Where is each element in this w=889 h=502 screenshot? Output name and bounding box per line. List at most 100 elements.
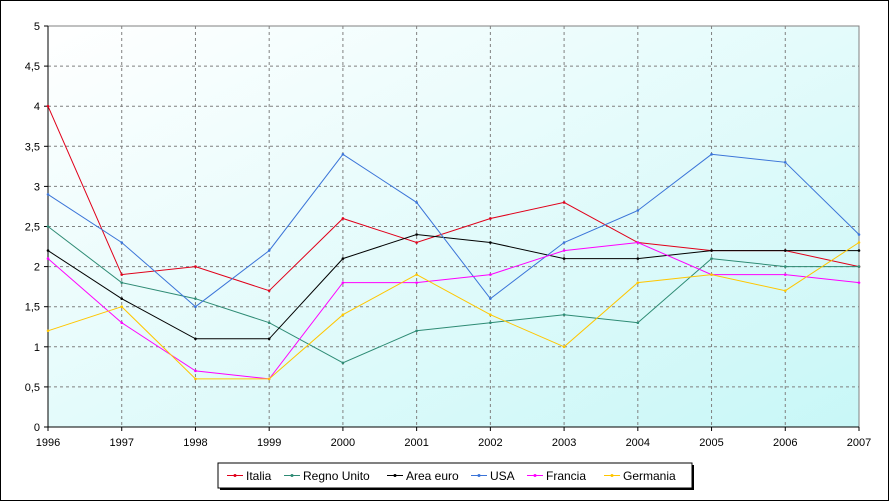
legend-label-regno-unito: Regno Unito: [303, 469, 370, 483]
data-point-germania: [857, 241, 861, 244]
legend-marker-germania: [610, 474, 614, 477]
legend-label-germania: Germania: [623, 469, 676, 483]
legend: Italia Regno Unito Area euro USA Francia Germ…: [217, 462, 694, 490]
y-tick-label: 2: [34, 262, 40, 274]
data-point-germania: [710, 273, 713, 276]
series-line-germania: [47, 242, 860, 380]
x-tick-label: 2000: [331, 437, 355, 449]
data-point-italia: [267, 289, 271, 292]
data-point-usa: [562, 241, 566, 244]
data-point-germania: [562, 345, 566, 349]
data-point-italia: [489, 217, 492, 220]
legend-label-area-euro: Area euro: [406, 469, 459, 483]
y-tick-label: 1,5: [25, 302, 40, 314]
x-tick-label: 1998: [183, 437, 207, 449]
y-tick-label: 3,5: [25, 141, 40, 153]
legend-label-usa: USA: [490, 469, 515, 483]
data-point-area-euro: [46, 249, 50, 252]
grid-lines: [48, 26, 859, 427]
data-point-area-euro: [489, 241, 492, 244]
data-point-area-euro: [710, 249, 713, 252]
data-point-germania: [341, 313, 345, 317]
data-point-italia: [562, 201, 566, 204]
data-point-regno-unito: [489, 321, 492, 325]
data-point-regno-unito: [562, 313, 566, 317]
x-tick-label: 1999: [257, 437, 281, 449]
data-point-germania: [783, 289, 787, 292]
legend-marker-italia: [233, 474, 237, 477]
data-point-regno-unito: [415, 329, 418, 333]
data-point-regno-unito: [341, 361, 345, 365]
data-point-regno-unito: [783, 265, 787, 268]
data-point-francia: [120, 321, 124, 325]
data-point-francia: [341, 281, 345, 284]
data-point-area-euro: [267, 337, 271, 341]
plot-area: [47, 25, 860, 428]
data-point-regno-unito: [710, 257, 713, 260]
y-tick-label: 0: [34, 422, 40, 434]
data-point-usa: [341, 153, 345, 156]
data-point-usa: [636, 209, 640, 212]
data-point-germania: [194, 377, 197, 381]
legend-marker-area-euro: [393, 474, 397, 477]
y-tick-label: 4: [34, 101, 40, 113]
series-lines: [46, 104, 861, 381]
data-point-germania: [120, 305, 124, 309]
data-point-regno-unito: [120, 281, 124, 284]
data-point-area-euro: [857, 249, 861, 252]
data-point-usa: [710, 153, 713, 156]
data-point-germania: [489, 313, 492, 317]
legend-label-italia: Italia: [246, 469, 272, 483]
data-point-francia: [415, 281, 418, 284]
data-point-usa: [489, 297, 492, 300]
x-tick-label: 2004: [626, 437, 650, 449]
legend-label-francia: Francia: [546, 469, 586, 483]
data-point-usa: [194, 305, 197, 309]
data-point-usa: [857, 233, 861, 236]
data-point-area-euro: [636, 257, 640, 260]
y-tick-label: 4,5: [25, 61, 40, 73]
x-tick-label: 2006: [773, 437, 797, 449]
data-point-francia: [194, 369, 197, 373]
legend-marker-regno-unito: [290, 474, 294, 477]
x-tick-label: 2001: [404, 437, 428, 449]
x-tick-label: 1997: [109, 437, 133, 449]
data-point-usa: [267, 249, 271, 252]
data-point-area-euro: [120, 297, 124, 300]
data-point-italia: [120, 273, 124, 276]
data-point-francia: [562, 249, 566, 252]
data-point-area-euro: [194, 337, 197, 341]
series-line-usa: [47, 153, 860, 308]
legend-marker-usa: [477, 474, 481, 477]
data-point-regno-unito: [636, 321, 640, 325]
x-tick-label: 1996: [36, 437, 60, 449]
data-point-francia: [636, 241, 640, 244]
x-tick-label: 2007: [847, 437, 871, 449]
x-tick-label: 2005: [699, 437, 723, 449]
y-tick-label: 1: [34, 342, 40, 354]
data-point-usa: [415, 201, 418, 204]
data-point-italia: [46, 104, 50, 108]
data-point-regno-unito: [857, 265, 861, 268]
data-point-germania: [636, 281, 640, 284]
data-point-italia: [194, 265, 197, 268]
series-line-francia: [47, 241, 860, 380]
data-point-area-euro: [783, 249, 787, 252]
data-point-italia: [415, 241, 418, 244]
data-point-italia: [341, 217, 345, 220]
x-tick-label: 2003: [552, 437, 576, 449]
y-tick-label: 0,5: [25, 382, 40, 394]
data-point-area-euro: [415, 233, 418, 236]
data-point-francia: [857, 281, 861, 284]
data-point-germania: [267, 377, 271, 381]
data-point-germania: [46, 329, 50, 333]
data-point-area-euro: [341, 257, 345, 260]
data-point-usa: [46, 193, 50, 196]
series-line-area-euro: [47, 233, 859, 340]
data-point-francia: [489, 273, 492, 276]
data-point-francia: [46, 257, 50, 260]
x-tick-label: 2002: [478, 437, 502, 449]
data-point-usa: [120, 241, 124, 244]
